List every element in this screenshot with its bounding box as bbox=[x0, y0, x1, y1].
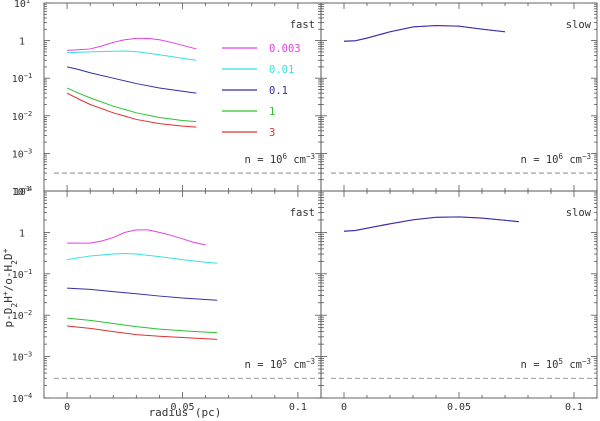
y-tick-label: 10−1 bbox=[12, 72, 32, 85]
density-annotation: n = 106 cm−3 bbox=[245, 152, 315, 167]
y-tick-label: 101 bbox=[14, 185, 30, 198]
x-tick-label: 0.05 bbox=[447, 402, 471, 413]
legend-label: 0.01 bbox=[269, 64, 294, 76]
series-line-0.003 bbox=[343, 25, 506, 42]
y-tick-label: 1 bbox=[19, 228, 25, 239]
series-line-3 bbox=[66, 92, 197, 128]
legend-label: 1 bbox=[269, 106, 275, 118]
series-line-1 bbox=[67, 317, 218, 334]
legend: 0.003 0.01 0.1 1 3 bbox=[222, 43, 301, 139]
legend-label: 0.1 bbox=[269, 85, 288, 97]
series-line-0.1 bbox=[343, 216, 519, 232]
series-line-1 bbox=[66, 87, 197, 123]
legend-label: 3 bbox=[269, 127, 275, 139]
series-line-0.1 bbox=[67, 287, 218, 301]
y-tick-label: 10−4 bbox=[12, 392, 32, 405]
legend-label: 0.003 bbox=[269, 43, 301, 55]
x-axis-label: radius (pc) bbox=[149, 406, 222, 419]
y-tick-label: 101 bbox=[14, 0, 30, 10]
x-tick-label: 0.1 bbox=[289, 402, 307, 413]
y-tick-label: 1 bbox=[19, 37, 25, 48]
mode-label: fast bbox=[290, 207, 315, 219]
series-line-3 bbox=[67, 325, 218, 340]
x-tick-label: 0 bbox=[64, 402, 70, 413]
series-line-0.1 bbox=[343, 25, 506, 42]
axis-labels: radius (pc) p-D2H+/o-H2D+ bbox=[1, 248, 222, 419]
density-annotation: n = 105 cm−3 bbox=[245, 357, 315, 372]
mode-label: slow bbox=[566, 207, 592, 219]
panel-top-right: n = 106 cm−3 slow bbox=[320, 2, 598, 192]
x-tick-label: 0.1 bbox=[565, 402, 583, 413]
series-line-0.01 bbox=[67, 252, 218, 264]
mode-label: fast bbox=[290, 19, 315, 31]
mode-label: slow bbox=[566, 19, 592, 31]
y-tick-label: 10−2 bbox=[12, 110, 32, 123]
panel-bottom-right: 0 0.05 0.1 n = 105 cm−3 slow bbox=[320, 190, 598, 413]
y-axis-label-text: p-D2H+/o-H2D+ bbox=[1, 248, 19, 327]
series-line-0.01 bbox=[67, 50, 197, 61]
y-axis-label: p-D2H+/o-H2D+ bbox=[1, 248, 19, 327]
density-annotation: n = 105 cm−3 bbox=[521, 357, 591, 372]
x-tick-label: 0.05 bbox=[170, 402, 194, 413]
series-line-0.1 bbox=[66, 66, 197, 94]
y-tick-label: 10−3 bbox=[12, 351, 32, 364]
series-line-0.003 bbox=[67, 37, 197, 51]
series-line-0.003 bbox=[67, 229, 206, 246]
y-tick-label: 10−3 bbox=[12, 147, 32, 160]
density-annotation: n = 106 cm−3 bbox=[521, 152, 591, 167]
x-tick-label: 0 bbox=[341, 402, 347, 413]
